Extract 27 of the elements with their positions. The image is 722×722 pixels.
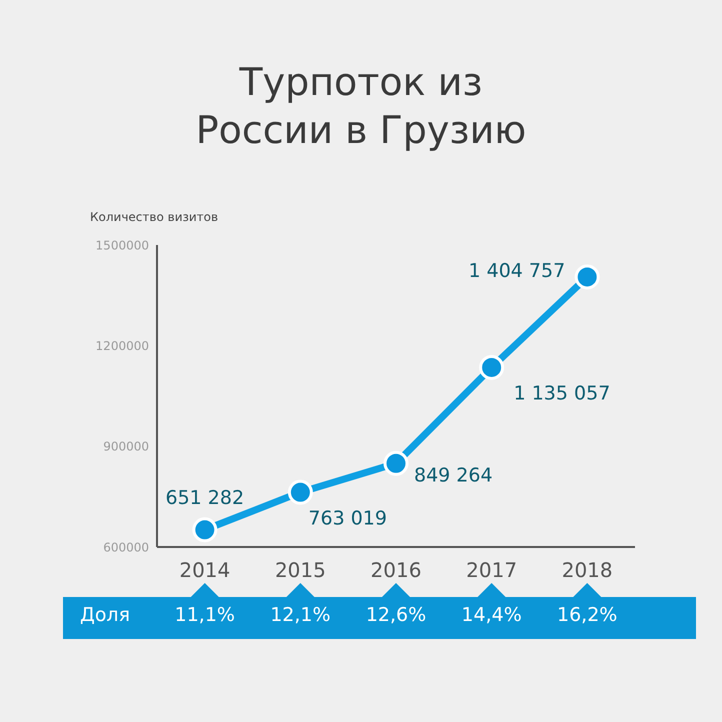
point [384, 450, 408, 476]
point [192, 517, 218, 542]
x-tick-label: 2014 [179, 558, 230, 582]
text: 16,2% [556, 604, 618, 626]
data-label: 1 135 057 [514, 382, 610, 404]
x-tick-label: 2018 [562, 558, 613, 582]
x-tick-label: 2016 [370, 558, 422, 582]
x-tick-label: 2015 [274, 558, 326, 582]
y-tick-label: 1500000 [96, 238, 149, 252]
text: 12,1% [269, 604, 332, 626]
chart-title: Турпоток из России в Грузию [194, 59, 528, 154]
y-tick-label: 1200000 [96, 338, 149, 353]
data-label: 651 282 [166, 486, 244, 509]
y-axis-title: Количество визитов [90, 210, 218, 224]
point [288, 480, 313, 505]
text: 14,4% [460, 604, 523, 626]
point [479, 354, 504, 380]
y-tick-label: 600000 [103, 540, 149, 554]
y-tick-label: 900000 [103, 440, 149, 454]
point [574, 264, 600, 290]
data-label: 1 404 757 [468, 260, 566, 282]
data-label: 849 264 [414, 464, 493, 486]
text: 12,6% [364, 604, 428, 626]
data-label: 763 019 [308, 507, 387, 530]
text: Доля [78, 604, 132, 626]
text: 11,1% [174, 604, 236, 626]
x-tick-label: 2017 [466, 558, 518, 582]
